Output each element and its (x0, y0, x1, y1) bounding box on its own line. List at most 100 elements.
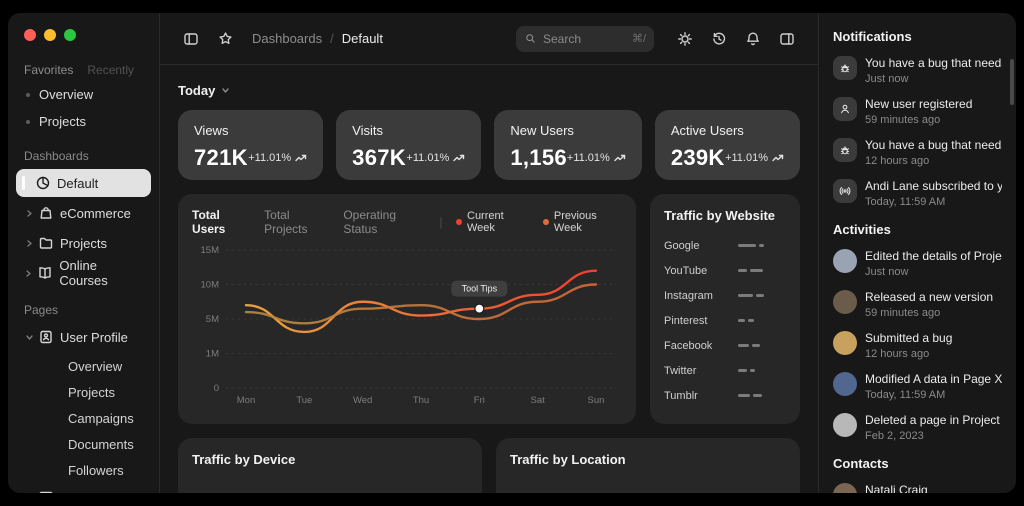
site-row-instagram[interactable]: Instagram (664, 283, 786, 308)
svg-text:1M: 1M (206, 349, 219, 360)
sidebar-subitem-projects[interactable]: Projects (68, 384, 115, 400)
site-row-google[interactable]: Google (664, 233, 786, 258)
history-button[interactable] (706, 26, 732, 52)
bag-icon (38, 205, 54, 221)
svg-text:0: 0 (214, 383, 219, 394)
stat-delta: +11.01% (248, 152, 307, 164)
tab-total-users[interactable]: Total Users (192, 208, 226, 236)
notification-item[interactable]: You have a bug that needs t... Just now (833, 56, 1002, 85)
activity-time: 59 minutes ago (865, 307, 941, 319)
site-row-twitter[interactable]: Twitter (664, 358, 786, 383)
traffic-by-location-card: Traffic by Location (496, 438, 800, 493)
app-window: Favorites Recently Overview Projects Das… (8, 13, 1016, 493)
site-row-pinterest[interactable]: Pinterest (664, 308, 786, 333)
close-button[interactable] (24, 29, 36, 41)
scrollbar-thumb[interactable] (1010, 59, 1014, 105)
star-icon[interactable] (212, 26, 238, 52)
zoom-button[interactable] (64, 29, 76, 41)
notification-item[interactable]: New user registered 59 minutes ago (833, 97, 1002, 126)
stat-delta: +11.01% (406, 152, 465, 164)
search-input[interactable] (543, 31, 609, 46)
tab-favorites[interactable]: Favorites (24, 63, 74, 77)
stat-card-active-users[interactable]: Active Users 239K +11.01% (654, 110, 800, 180)
svg-text:5M: 5M (206, 314, 219, 325)
sidebar-subitem-followers[interactable]: Followers (68, 462, 124, 478)
chevron-right-icon (22, 209, 36, 218)
sidebar-subitem-campaigns[interactable]: Campaigns (68, 410, 134, 426)
stat-card-views[interactable]: Views 721K +11.01% (178, 110, 324, 180)
sidebar-item-overview[interactable]: Overview (8, 81, 159, 108)
site-bar (738, 294, 786, 297)
chevron-right-icon (22, 269, 35, 278)
section-title-dashboards: Dashboards (24, 149, 89, 163)
user-icon (833, 97, 857, 121)
site-row-facebook[interactable]: Facebook (664, 333, 786, 358)
total-users-line-chart[interactable]: 0 1M 5M 10M 15M Mon Tue Wed Thu Fri Sat Sun Tool Tip… (192, 242, 622, 410)
activity-item[interactable]: Deleted a page in Project X Feb 2, 2023 (833, 413, 1002, 442)
breadcrumb-default[interactable]: Default (341, 31, 383, 46)
sidebar-item-default[interactable]: Default (16, 169, 151, 197)
tab-recently[interactable]: Recently (87, 63, 135, 77)
sidebar-tabs: Favorites Recently (8, 53, 159, 81)
stat-card-visits[interactable]: Visits 367K +11.01% (336, 110, 482, 180)
activity-time: 12 hours ago (865, 348, 930, 360)
tab-operating-status[interactable]: Operating Status (343, 208, 397, 236)
sidebar-item-projects-dash[interactable]: Projects (16, 229, 151, 257)
chart-legend: Current Week Previous Week (456, 210, 622, 234)
site-name: Twitter (664, 364, 697, 377)
notification-item[interactable]: Andi Lane subscribed to you Today, 11:59… (833, 179, 1002, 208)
notification-time: Just now (865, 73, 909, 85)
traffic-by-website-card: Traffic by Website Google YouTube Instag… (650, 194, 800, 424)
period-dropdown[interactable]: Today (178, 83, 230, 98)
sidebar-subitem-overview[interactable]: Overview (68, 358, 123, 374)
total-users-chart-card: Total Users Total Projects Operating Sta… (178, 194, 636, 424)
theme-toggle-button[interactable] (672, 26, 698, 52)
sidebar: Favorites Recently Overview Projects Das… (8, 13, 160, 493)
tab-total-projects[interactable]: Total Projects (264, 208, 308, 236)
sidebar-item-label: Overview (39, 87, 94, 102)
sidebar-item-projects[interactable]: Projects (8, 108, 159, 135)
sidebar-toggle-button[interactable] (178, 26, 204, 52)
activity-time: Feb 2, 2023 (865, 430, 924, 442)
site-row-youtube[interactable]: YouTube (664, 258, 786, 283)
contact-item[interactable]: Natali Craig (833, 483, 1002, 493)
contacts-title: Contacts (833, 456, 889, 471)
avatar (833, 413, 857, 437)
stat-value: 239K (670, 145, 725, 170)
id-card-icon (38, 489, 54, 493)
sidebar-item-label: Online Courses (59, 258, 108, 288)
stat-value: 367K (352, 145, 406, 170)
activity-title: Deleted a page in Project X (865, 413, 1002, 427)
breadcrumb-dashboards[interactable]: Dashboards (252, 31, 323, 46)
sidebar-item-user-profile[interactable]: User Profile (16, 323, 151, 351)
search-box[interactable]: ⌘/ (516, 25, 654, 52)
bottom-cards-row: Traffic by Device Traffic by Location (178, 438, 800, 493)
traffic-by-device-card: Traffic by Device (178, 438, 482, 493)
card-title: Traffic by Website (664, 208, 776, 223)
notification-time: 59 minutes ago (865, 114, 941, 126)
activity-item[interactable]: Edited the details of Project X Just now (833, 249, 1002, 278)
notifications-bell-button[interactable] (740, 26, 766, 52)
activity-item[interactable]: Released a new version 59 minutes ago (833, 290, 1002, 319)
activity-item[interactable]: Submitted a bug 12 hours ago (833, 331, 1002, 360)
right-panel-toggle-button[interactable] (774, 26, 800, 52)
charts-row: Total Users Total Projects Operating Sta… (178, 194, 800, 424)
chevron-down-icon (22, 333, 36, 342)
site-row-tumblr[interactable]: Tumblr (664, 383, 786, 408)
sidebar-item-online-courses[interactable]: Online Courses (16, 258, 151, 288)
activity-item[interactable]: Modified A data in Page X Today, 11:59 A… (833, 372, 1002, 401)
minimize-button[interactable] (44, 29, 56, 41)
notification-time: 12 hours ago (865, 155, 930, 167)
notification-title: You have a bug that needs t... (865, 138, 1002, 152)
stat-card-new-users[interactable]: New Users 1,156 +11.01% (494, 110, 642, 180)
stat-label: Active Users (670, 123, 744, 138)
search-icon (524, 32, 537, 45)
sidebar-item-account[interactable]: Account (16, 483, 151, 493)
site-bar (738, 269, 786, 272)
favorites-list: Overview Projects (8, 81, 159, 135)
topbar: Dashboards / Default ⌘/ (160, 13, 818, 65)
bullet-icon (26, 92, 30, 97)
sidebar-item-ecommerce[interactable]: eCommerce (16, 199, 151, 227)
notification-item[interactable]: You have a bug that needs t... 12 hours … (833, 138, 1002, 167)
sidebar-subitem-documents[interactable]: Documents (68, 436, 134, 452)
